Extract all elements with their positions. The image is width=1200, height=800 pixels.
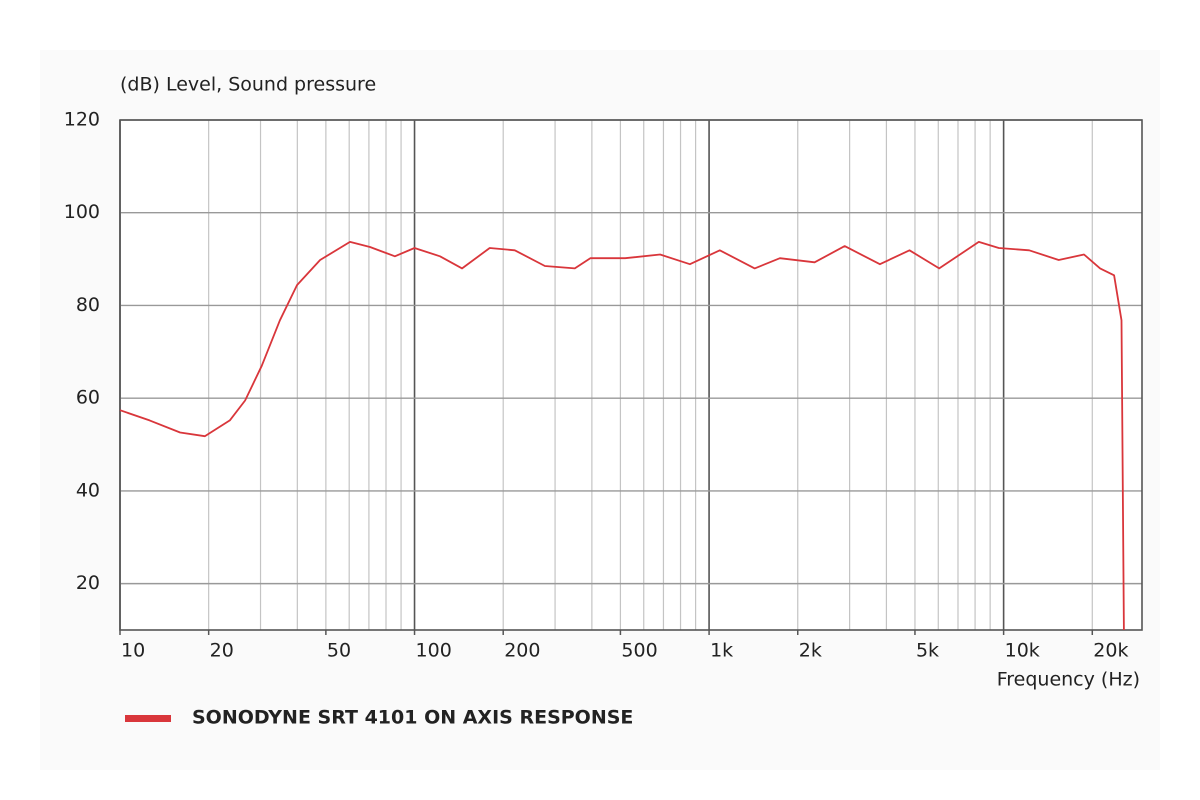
plot-frame	[119, 119, 1143, 631]
x-tick-label: 10	[121, 640, 145, 662]
series-line	[119, 241, 1125, 631]
x-tick-label: 200	[504, 640, 540, 662]
legend-swatch	[125, 715, 171, 722]
x-tick-label: 2k	[799, 640, 822, 662]
legend-text: SONODYNE SRT 4101 ON AXIS RESPONSE	[192, 707, 633, 729]
y-tick-label: 100	[64, 201, 100, 223]
x-tick-label: 10k	[1005, 640, 1040, 662]
y-tick-label: 40	[76, 479, 100, 501]
y-tick-label: 80	[76, 294, 100, 316]
plot-area	[120, 120, 1142, 630]
x-tick-label: 500	[621, 640, 657, 662]
y-tick-label: 60	[76, 387, 100, 409]
x-tick-label: 1k	[710, 640, 733, 662]
y-tick-label: 20	[76, 572, 100, 594]
y-tick-label: 120	[64, 109, 100, 131]
x-tick-label: 100	[416, 640, 452, 662]
x-tick-label: 20k	[1093, 640, 1128, 662]
x-tick-label: 20	[210, 640, 234, 662]
x-tick-label: 50	[327, 640, 351, 662]
x-tick-label: 5k	[916, 640, 939, 662]
y-axis-label: (dB) Level, Sound pressure	[120, 74, 376, 96]
x-axis-label: Frequency (Hz)	[997, 669, 1140, 691]
